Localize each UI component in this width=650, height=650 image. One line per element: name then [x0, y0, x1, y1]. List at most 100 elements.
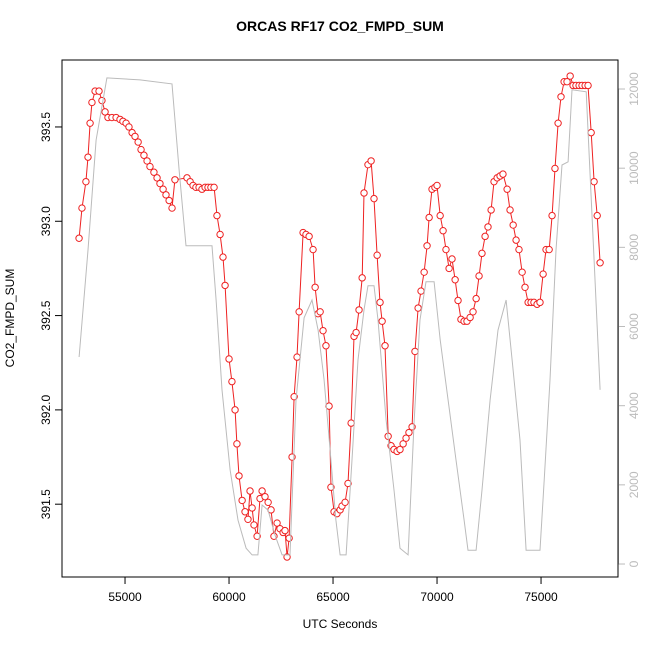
data-point: [414, 304, 422, 312]
data-point: [261, 492, 269, 501]
data-point: [439, 226, 447, 235]
data-point: [515, 245, 523, 254]
data-point: [442, 245, 450, 254]
data-point: [475, 272, 483, 280]
data-point: [445, 264, 453, 273]
data-point: [584, 81, 592, 90]
y2-tick-label: 0: [627, 560, 641, 567]
data-point: [454, 296, 462, 305]
data-point: [319, 326, 327, 335]
y-tick-label: 393.5: [39, 112, 53, 142]
data-point: [590, 177, 598, 186]
data-point: [557, 93, 565, 101]
data-point: [423, 242, 431, 250]
data-point: [466, 313, 474, 322]
data-point: [358, 274, 366, 282]
data-point: [225, 355, 233, 363]
data-point: [587, 128, 595, 137]
data-point: [425, 213, 433, 222]
data-point: [285, 534, 293, 542]
data-point: [283, 553, 291, 561]
data-point: [355, 306, 363, 314]
data-point: [86, 119, 94, 127]
data-point: [101, 108, 109, 116]
chart-title: ORCAS RF17 CO2_FMPD_SUM: [236, 18, 444, 34]
data-point: [436, 211, 444, 220]
data-point: [153, 174, 161, 182]
data-point: [311, 283, 319, 291]
data-point: [162, 191, 170, 199]
y2-tick-label: 10000: [627, 151, 641, 185]
data-point: [233, 440, 241, 448]
x-axis-label: UTC Seconds: [303, 617, 378, 631]
y-axis-label: CO2_FMPD_SUM: [3, 269, 17, 368]
data-point: [293, 353, 301, 361]
data-point: [551, 164, 559, 173]
data-point: [417, 287, 425, 295]
data-point: [137, 145, 145, 154]
data-point: [273, 519, 281, 527]
data-point: [98, 96, 106, 105]
data-point: [316, 308, 324, 316]
data-point: [82, 177, 90, 186]
data-point: [210, 183, 218, 192]
data-point: [221, 281, 229, 290]
data-point: [216, 230, 224, 239]
data-point: [171, 176, 179, 184]
data-point: [521, 283, 529, 291]
data-point: [545, 245, 553, 254]
data-line: [78, 74, 601, 558]
x-tick-label: 60000: [212, 590, 246, 604]
data-point: [213, 211, 221, 220]
data-point: [548, 211, 556, 220]
data-point: [484, 223, 492, 231]
y2-line: [78, 77, 601, 556]
data-point: [539, 270, 547, 278]
data-point: [134, 138, 142, 146]
data-point: [238, 496, 246, 505]
data-point: [140, 151, 148, 159]
x-tick-label: 75000: [524, 590, 558, 604]
data-point: [253, 532, 261, 540]
data-point: [451, 276, 459, 284]
data-point: [396, 445, 404, 454]
data-point: [250, 521, 258, 529]
data-point: [402, 434, 410, 442]
y-tick-label: 393.0: [39, 206, 53, 236]
data-point: [376, 298, 384, 307]
data-point: [420, 268, 428, 276]
y-tick-label: 391.5: [39, 489, 53, 519]
data-point: [235, 472, 243, 480]
data-point: [125, 123, 133, 131]
data-point: [309, 245, 317, 254]
data-point: [373, 251, 381, 259]
x-tick-label: 70000: [420, 590, 454, 604]
data-point: [487, 206, 495, 214]
data-point: [509, 221, 517, 229]
data-point: [159, 185, 167, 193]
data-point: [305, 232, 313, 241]
data-point: [95, 87, 103, 95]
y-tick-label: 392.0: [39, 395, 53, 425]
data-point: [156, 179, 164, 188]
x-tick-label: 55000: [108, 590, 142, 604]
data-point: [295, 308, 303, 316]
y2-tick-label: 8000: [627, 234, 641, 261]
data-point: [88, 98, 96, 107]
data-point: [347, 419, 355, 427]
data-point: [258, 487, 266, 495]
data-point: [499, 170, 507, 178]
data-point: [341, 498, 349, 507]
data-point: [563, 77, 571, 86]
data-point: [84, 153, 92, 161]
data-point: [503, 185, 511, 193]
data-point: [246, 487, 254, 495]
x-tick-label: 65000: [316, 590, 350, 604]
data-point: [433, 181, 441, 190]
data-point: [150, 168, 158, 176]
data-point: [378, 317, 386, 325]
data-point: [146, 162, 154, 171]
data-point: [231, 406, 239, 414]
data-point: [143, 157, 151, 165]
data-point: [322, 342, 330, 350]
